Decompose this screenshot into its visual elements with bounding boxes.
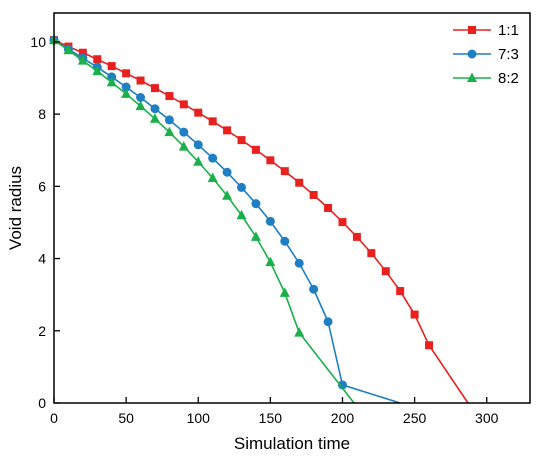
series-3-point [236, 209, 247, 220]
series-2-point [237, 182, 247, 192]
series-1-point [93, 55, 102, 64]
series-3-point [178, 141, 189, 151]
x-axis-title: Simulation time [234, 434, 350, 453]
series-1-point [208, 117, 217, 126]
series-2-point [337, 380, 347, 390]
series-1-point [324, 204, 333, 212]
series-1-line [53, 39, 469, 404]
series-1-point [367, 249, 376, 258]
series-2-point [280, 236, 290, 246]
series-1-point [136, 76, 145, 85]
series-3 [49, 34, 355, 404]
series-2-point [179, 127, 189, 137]
series-1-point [179, 100, 188, 109]
series-3-point [77, 55, 88, 65]
series-3-point [193, 156, 204, 166]
series-3-point [207, 172, 218, 183]
series-1-point [295, 178, 304, 187]
series-2-point [309, 284, 319, 294]
series-2-point [136, 93, 146, 102]
series-3-point [279, 287, 290, 297]
legend-item: 1:1 [453, 22, 519, 39]
x-tick-label: 300 [475, 410, 499, 426]
x-tick-label: 250 [403, 410, 427, 426]
series-3-point [106, 76, 117, 87]
series-2-point [265, 216, 275, 226]
series-2-point [121, 82, 131, 92]
series-3-point [63, 44, 74, 55]
series-1-point [223, 126, 232, 135]
series-1-point [150, 84, 159, 93]
series-1 [50, 36, 469, 404]
legend-label: 8:2 [498, 70, 519, 87]
legend-item: 7:3 [453, 46, 519, 63]
series-1-point [425, 341, 434, 350]
series-3-point [250, 231, 261, 241]
legend-marker [468, 26, 476, 34]
x-tick-label: 150 [259, 410, 283, 426]
series-3-point [92, 65, 103, 76]
series-2 [49, 35, 401, 404]
plot-area [49, 34, 469, 404]
series-2-point [193, 140, 203, 150]
series-2-point [150, 104, 160, 114]
series-2-point [294, 258, 304, 268]
y-tick-label: 4 [38, 251, 46, 267]
series-3-point [294, 327, 305, 337]
axis-ticks: 0 50 100 150 200 250 300 0 2 4 6 8 10 [30, 34, 498, 426]
legend-marker [467, 49, 477, 59]
series-3-point [164, 126, 175, 137]
series-2-point [208, 153, 218, 163]
x-tick-label: 50 [118, 410, 134, 426]
series-1-point [237, 136, 246, 145]
series-3-point [121, 88, 132, 98]
series-1-point [309, 191, 318, 199]
series-2-point [323, 317, 333, 327]
series-2-point [164, 115, 174, 125]
series-1-point [122, 69, 131, 78]
series-1-point [410, 310, 419, 319]
y-tick-label: 0 [38, 395, 46, 411]
legend: 1:1 7:3 8:2 [453, 22, 519, 87]
x-tick-label: 0 [50, 410, 58, 426]
series-1-point [352, 232, 361, 241]
y-tick-label: 8 [38, 106, 46, 122]
series-1-point [396, 287, 405, 296]
series-1-point [194, 108, 203, 117]
legend-label: 7:3 [498, 46, 519, 63]
series-1-point [78, 48, 87, 57]
series-3-point [222, 190, 233, 200]
y-tick-label: 6 [38, 178, 46, 194]
series-1-point [251, 145, 260, 154]
x-tick-label: 100 [187, 410, 211, 426]
y-tick-label: 2 [38, 323, 46, 339]
series-1-point [266, 156, 275, 165]
series-2-line [53, 39, 401, 404]
y-axis-title: Void radius [6, 166, 25, 250]
series-1-point [280, 167, 289, 176]
series-3-point [149, 113, 160, 123]
series-1-point [165, 92, 174, 101]
series-3-point [135, 100, 146, 111]
series-1-point [107, 62, 116, 71]
plot-frame [53, 12, 531, 404]
series-1-point [338, 218, 347, 227]
series-2-point [222, 167, 232, 177]
series-1-point [381, 267, 390, 276]
series-2-point [251, 199, 261, 209]
y-tick-label: 10 [30, 34, 46, 50]
x-tick-label: 200 [331, 410, 355, 426]
series-3-point [265, 256, 276, 267]
legend-label: 1:1 [498, 22, 519, 39]
legend-marker [467, 72, 477, 82]
legend-item: 8:2 [453, 70, 519, 87]
series-3-line [53, 39, 355, 404]
